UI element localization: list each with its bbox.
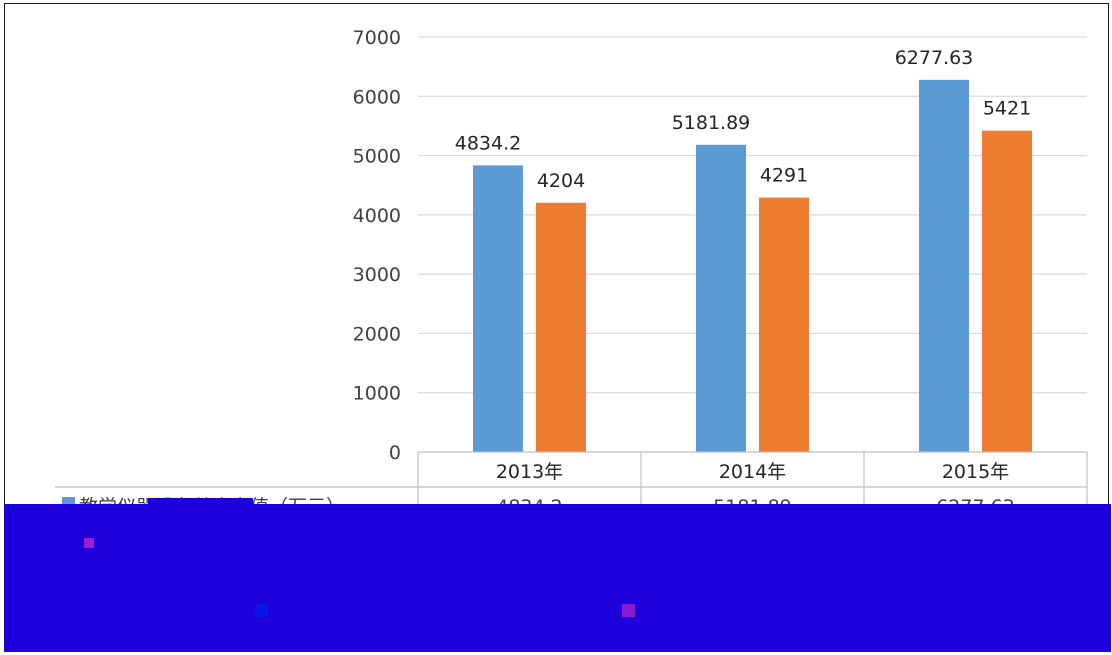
bars xyxy=(473,79,1032,453)
y-tick-label: 6000 xyxy=(353,86,401,108)
y-tick-label: 3000 xyxy=(353,264,401,286)
data-label: 5421 xyxy=(983,98,1031,120)
legend-key-marker xyxy=(84,538,94,548)
bar-series1-0 xyxy=(473,165,523,452)
data-label: 4291 xyxy=(760,165,808,187)
data-label: 6277.63 xyxy=(895,47,974,69)
data-label: 5181.89 xyxy=(672,112,751,134)
bar-series1-1 xyxy=(696,144,746,452)
redaction-block xyxy=(4,504,1111,652)
category-label: 2015年 xyxy=(942,461,1009,483)
gridlines xyxy=(418,36,1087,394)
redaction-block-top xyxy=(148,498,253,510)
y-tick-label: 0 xyxy=(389,442,401,464)
y-tick-label: 7000 xyxy=(353,27,401,49)
bar-series2-2 xyxy=(982,130,1032,453)
category-label: 2013年 xyxy=(496,461,563,483)
bar-series2-1 xyxy=(759,197,809,452)
data-labels: 4834.2 5181.89 6277.63 4204 4291 5421 xyxy=(455,47,1031,192)
legend-key-marker xyxy=(255,604,268,617)
y-tick-label: 1000 xyxy=(353,383,401,405)
redaction-overlay xyxy=(4,498,1111,652)
category-label: 2014年 xyxy=(719,461,786,483)
y-tick-label: 4000 xyxy=(353,205,401,227)
y-tick-label: 2000 xyxy=(353,323,401,345)
bar-series2-0 xyxy=(536,202,586,452)
y-axis-ticks: 0 1000 2000 3000 4000 5000 6000 7000 xyxy=(353,27,401,464)
y-tick-label: 5000 xyxy=(353,146,401,168)
legend-key-marker xyxy=(622,604,635,617)
data-label: 4834.2 xyxy=(455,132,521,154)
data-label: 4204 xyxy=(537,170,585,192)
bar-series1-2 xyxy=(919,79,969,452)
